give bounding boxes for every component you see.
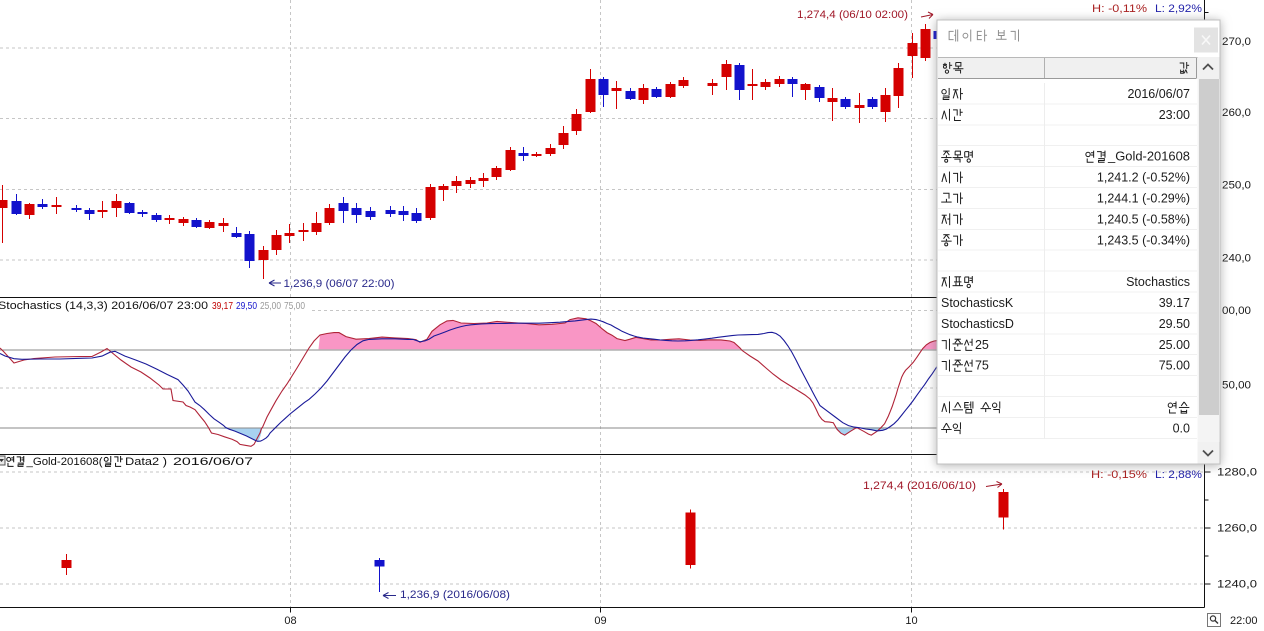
svg-text:250,0: 250,0 bbox=[1222, 180, 1251, 192]
svg-text:25: 25 bbox=[975, 338, 989, 352]
svg-text:1,241.2 (-0.52%): 1,241.2 (-0.52%) bbox=[1097, 171, 1190, 185]
svg-text:1260,0: 1260,0 bbox=[1217, 523, 1257, 535]
svg-text:29,50: 29,50 bbox=[236, 300, 257, 312]
svg-text:39,17: 39,17 bbox=[212, 300, 233, 312]
svg-text:25,00: 25,00 bbox=[260, 300, 281, 312]
svg-text:1240,0: 1240,0 bbox=[1217, 578, 1257, 590]
svg-text:10: 10 bbox=[905, 615, 917, 627]
svg-text:2016/06/07: 2016/06/07 bbox=[173, 456, 253, 468]
svg-text:75: 75 bbox=[975, 359, 989, 373]
svg-text:75,00: 75,00 bbox=[284, 300, 305, 312]
svg-text:22:00: 22:00 bbox=[1230, 615, 1258, 627]
svg-text:1,274,4 (2016/06/10): 1,274,4 (2016/06/10) bbox=[863, 480, 976, 492]
svg-text:23:00: 23:00 bbox=[1159, 108, 1190, 122]
svg-text:Data2 ): Data2 ) bbox=[125, 456, 167, 468]
svg-text:260,0: 260,0 bbox=[1222, 107, 1251, 119]
svg-text:25.00: 25.00 bbox=[1159, 338, 1190, 352]
svg-text:75.00: 75.00 bbox=[1159, 359, 1190, 373]
svg-text:StochasticsD: StochasticsD bbox=[941, 317, 1014, 331]
svg-text:1,236,9 (06/07 22:00): 1,236,9 (06/07 22:00) bbox=[284, 278, 395, 290]
svg-text:H: -0,11%: H: -0,11% bbox=[1092, 3, 1147, 15]
svg-text:39.17: 39.17 bbox=[1159, 296, 1190, 310]
svg-text:_Gold-201608(: _Gold-201608( bbox=[25, 456, 102, 468]
svg-text:L: 2,88%: L: 2,88% bbox=[1155, 469, 1202, 481]
svg-text:1,236,9 (2016/06/08): 1,236,9 (2016/06/08) bbox=[400, 589, 510, 601]
svg-text:1,243.5 (-0.34%): 1,243.5 (-0.34%) bbox=[1097, 233, 1190, 247]
svg-text:270,0: 270,0 bbox=[1222, 36, 1251, 48]
svg-text:00,00: 00,00 bbox=[1222, 305, 1251, 317]
svg-text:50,00: 50,00 bbox=[1222, 380, 1251, 392]
svg-text:H: -0,15%: H: -0,15% bbox=[1091, 469, 1147, 481]
svg-text:Stochastics (14,3,3) 2016/06/: Stochastics (14,3,3) 2016/06/07 23:00 bbox=[0, 300, 208, 312]
svg-text:2016/06/07: 2016/06/07 bbox=[1127, 87, 1190, 101]
svg-text:Stochastics: Stochastics bbox=[1126, 275, 1190, 289]
svg-text:1,244.1 (-0.29%): 1,244.1 (-0.29%) bbox=[1097, 191, 1190, 205]
svg-text:240,0: 240,0 bbox=[1222, 252, 1251, 264]
svg-text:08: 08 bbox=[284, 615, 296, 627]
svg-text:1,240.5 (-0.58%): 1,240.5 (-0.58%) bbox=[1097, 212, 1190, 226]
svg-text:L: 2,92%: L: 2,92% bbox=[1155, 3, 1202, 15]
svg-text:29.50: 29.50 bbox=[1159, 317, 1190, 331]
svg-text:1280,0: 1280,0 bbox=[1217, 467, 1257, 479]
svg-text:_Gold-201608: _Gold-201608 bbox=[1107, 150, 1190, 164]
svg-text:1,274,4 (06/10 02:00): 1,274,4 (06/10 02:00) bbox=[797, 9, 908, 21]
svg-text:0.0: 0.0 bbox=[1173, 421, 1190, 435]
svg-text:09: 09 bbox=[594, 615, 606, 627]
svg-text:StochasticsK: StochasticsK bbox=[941, 296, 1014, 310]
